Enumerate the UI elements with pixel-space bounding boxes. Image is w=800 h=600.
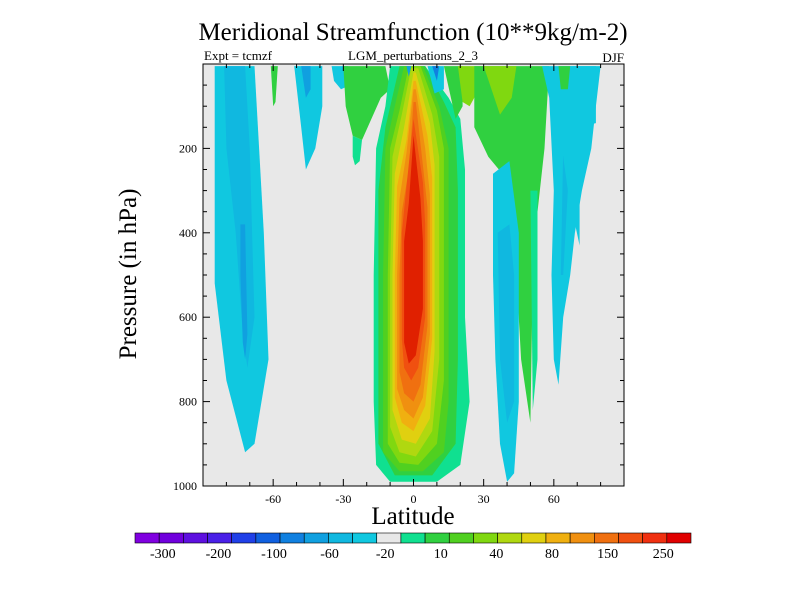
colorbar-swatch bbox=[400, 532, 426, 544]
contour-nh-lime-upper bbox=[483, 66, 517, 115]
colorbar-swatch bbox=[666, 532, 692, 544]
contour-nh-blue-mid-inner bbox=[497, 224, 515, 423]
contour-upper-blue-a bbox=[294, 66, 323, 170]
x-tick-label: 0 bbox=[411, 492, 417, 506]
colorbar-label: 10 bbox=[434, 547, 448, 562]
contour-nh-teal-mid bbox=[530, 190, 538, 410]
contour-hadley-top-blue bbox=[406, 66, 412, 77]
plot-area bbox=[203, 64, 624, 486]
subtitle-right: DJF bbox=[602, 50, 624, 65]
x-tick-label: 60 bbox=[548, 492, 560, 506]
chart-title: Meridional Streamfunction (10**9kg/m-2) bbox=[198, 19, 627, 46]
contour-sh-cell-core bbox=[240, 224, 248, 360]
colorbar-label: -20 bbox=[376, 547, 395, 562]
contour-sh-green-mid bbox=[343, 66, 391, 140]
x-tick-label: -60 bbox=[265, 492, 281, 506]
y-tick-label: 1000 bbox=[173, 479, 197, 493]
contour-upper-blue-b bbox=[301, 66, 311, 98]
contour-upper-green-left bbox=[270, 66, 278, 107]
x-tick-label: -30 bbox=[335, 492, 351, 506]
colorbar-label: -300 bbox=[150, 547, 176, 562]
contour-hadley-core bbox=[404, 135, 423, 364]
y-tick-label: 400 bbox=[179, 226, 197, 240]
y-axis-label: Pressure (in hPa) bbox=[115, 189, 142, 360]
contour-nh-green-upper-right bbox=[558, 66, 571, 90]
colorbar-swatch bbox=[231, 532, 257, 544]
colorbar-label: 80 bbox=[545, 547, 559, 562]
contour-sh-cell-inner bbox=[224, 66, 255, 368]
y-tick-label: 600 bbox=[179, 310, 197, 324]
y-tick-label: 800 bbox=[179, 395, 197, 409]
colorbar-label: 250 bbox=[653, 547, 674, 562]
contour-sh-teal-small bbox=[352, 135, 362, 166]
subtitle-left: Expt = tcmzf bbox=[204, 48, 273, 63]
contour-nh-blue-far-right bbox=[558, 127, 580, 246]
x-axis-label: Latitude bbox=[371, 503, 454, 530]
colorbar-label: -200 bbox=[206, 547, 232, 562]
colorbar-swatch bbox=[448, 532, 474, 544]
colorbar-swatch bbox=[569, 532, 595, 544]
y-tick-label: 200 bbox=[179, 141, 197, 155]
axes: -60 -30 0 30 60 200 400 600 800 1000 bbox=[173, 63, 625, 506]
colorbar-swatch bbox=[376, 532, 402, 544]
colorbar-label: -60 bbox=[320, 547, 339, 562]
x-tick-label: 30 bbox=[478, 492, 490, 506]
colorbar-swatch bbox=[134, 532, 160, 544]
subtitle-center: LGM_perturbations_2_3 bbox=[348, 48, 478, 63]
colorbar-label: 150 bbox=[597, 547, 618, 562]
contour-nh-blue-right-outer bbox=[542, 66, 601, 385]
colorbar-swatch bbox=[521, 532, 547, 544]
colorbar: -300 -200 -100 -60 -20 10 40 80 150 250 bbox=[134, 532, 692, 562]
colorbar-swatch bbox=[473, 532, 498, 544]
colorbar-swatch bbox=[207, 532, 232, 544]
colorbar-swatch bbox=[255, 532, 281, 544]
contour-nh-top-blue-a bbox=[427, 66, 444, 94]
colorbar-swatch bbox=[497, 532, 523, 544]
contour-nh-green-band bbox=[474, 66, 550, 423]
colorbar-swatch bbox=[424, 532, 450, 544]
contour-nh-top-blue-b bbox=[432, 66, 440, 81]
colorbar-swatch bbox=[303, 532, 329, 544]
colorbar-label: 40 bbox=[489, 547, 503, 562]
colorbar-label: -100 bbox=[261, 547, 287, 562]
colorbar-swatch bbox=[642, 532, 668, 544]
colorbar-swatch bbox=[328, 532, 353, 544]
colorbar-swatch bbox=[594, 532, 619, 544]
colorbar-swatch bbox=[545, 532, 571, 544]
colorbar-swatch bbox=[183, 532, 208, 544]
contour-nh-green-top bbox=[443, 66, 463, 119]
colorbar-swatch bbox=[279, 532, 305, 544]
colorbar-swatch bbox=[158, 532, 184, 544]
colorbar-swatch bbox=[352, 532, 378, 544]
colorbar-swatch bbox=[618, 532, 643, 544]
